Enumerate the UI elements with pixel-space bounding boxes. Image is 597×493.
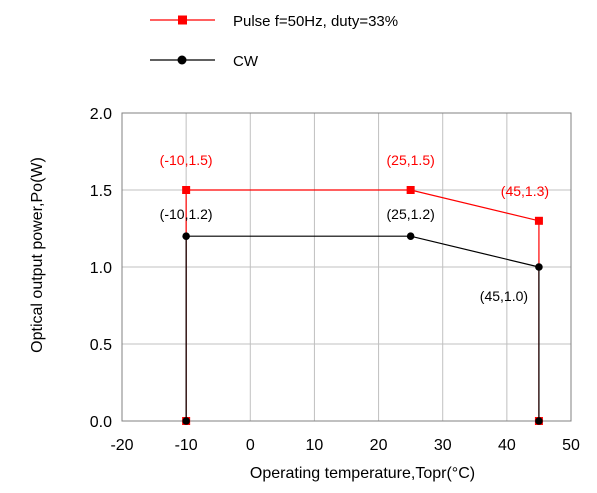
series-point bbox=[535, 417, 543, 425]
legend-marker bbox=[177, 55, 187, 65]
series-line bbox=[185, 235, 540, 421]
series-point bbox=[182, 232, 190, 240]
x-tick-label: 10 bbox=[306, 437, 324, 454]
series-point bbox=[534, 216, 543, 225]
x-axis-label: Operating temperature,Topr(°C) bbox=[250, 465, 475, 482]
legend: Pulse f=50Hz, duty=33% CW bbox=[150, 13, 398, 70]
x-tick-label: 50 bbox=[562, 437, 580, 454]
plot-area-border bbox=[121, 112, 572, 422]
y-axis-label: Optical output power,Po(W) bbox=[29, 157, 46, 353]
series-point bbox=[182, 186, 191, 194]
legend-label: CW bbox=[233, 53, 259, 70]
series-layer bbox=[182, 186, 543, 425]
data-label: (25,1.2) bbox=[387, 206, 435, 222]
legend-label: Pulse f=50Hz, duty=33% bbox=[233, 13, 398, 30]
series-point bbox=[182, 417, 190, 425]
y-tick-label: 1.0 bbox=[90, 260, 112, 277]
x-tick-label: 30 bbox=[434, 437, 452, 454]
x-tick-label: 40 bbox=[498, 437, 516, 454]
tick-labels: -20 -10 0 10 20 30 40 50 0.0 0.5 1.0 1.5 2.0 bbox=[90, 106, 580, 454]
data-label: (25,1.5) bbox=[387, 152, 435, 168]
annotations: (-10,1.5) (25,1.5) (45,1.3) (-10,1.2) (25,1.… bbox=[160, 152, 549, 304]
data-label: (45,1.3) bbox=[501, 183, 549, 199]
y-tick-label: 0.5 bbox=[90, 337, 112, 354]
x-tick-label: -10 bbox=[175, 437, 198, 454]
series-point bbox=[535, 263, 543, 271]
y-tick-label: 2.0 bbox=[90, 106, 112, 123]
y-tick-label: 0.0 bbox=[90, 414, 112, 431]
y-tick-label: 1.5 bbox=[90, 183, 112, 200]
legend-marker bbox=[178, 15, 187, 25]
series-point bbox=[406, 232, 415, 240]
series-point bbox=[406, 186, 415, 194]
x-tick-label: 20 bbox=[370, 437, 388, 454]
data-label: (-10,1.2) bbox=[160, 206, 213, 222]
data-label: (45,1.0) bbox=[480, 288, 528, 304]
x-tick-label: -20 bbox=[110, 437, 133, 454]
series-line bbox=[185, 189, 540, 421]
x-tick-label: 0 bbox=[246, 437, 255, 454]
data-label: (-10,1.5) bbox=[160, 152, 213, 168]
